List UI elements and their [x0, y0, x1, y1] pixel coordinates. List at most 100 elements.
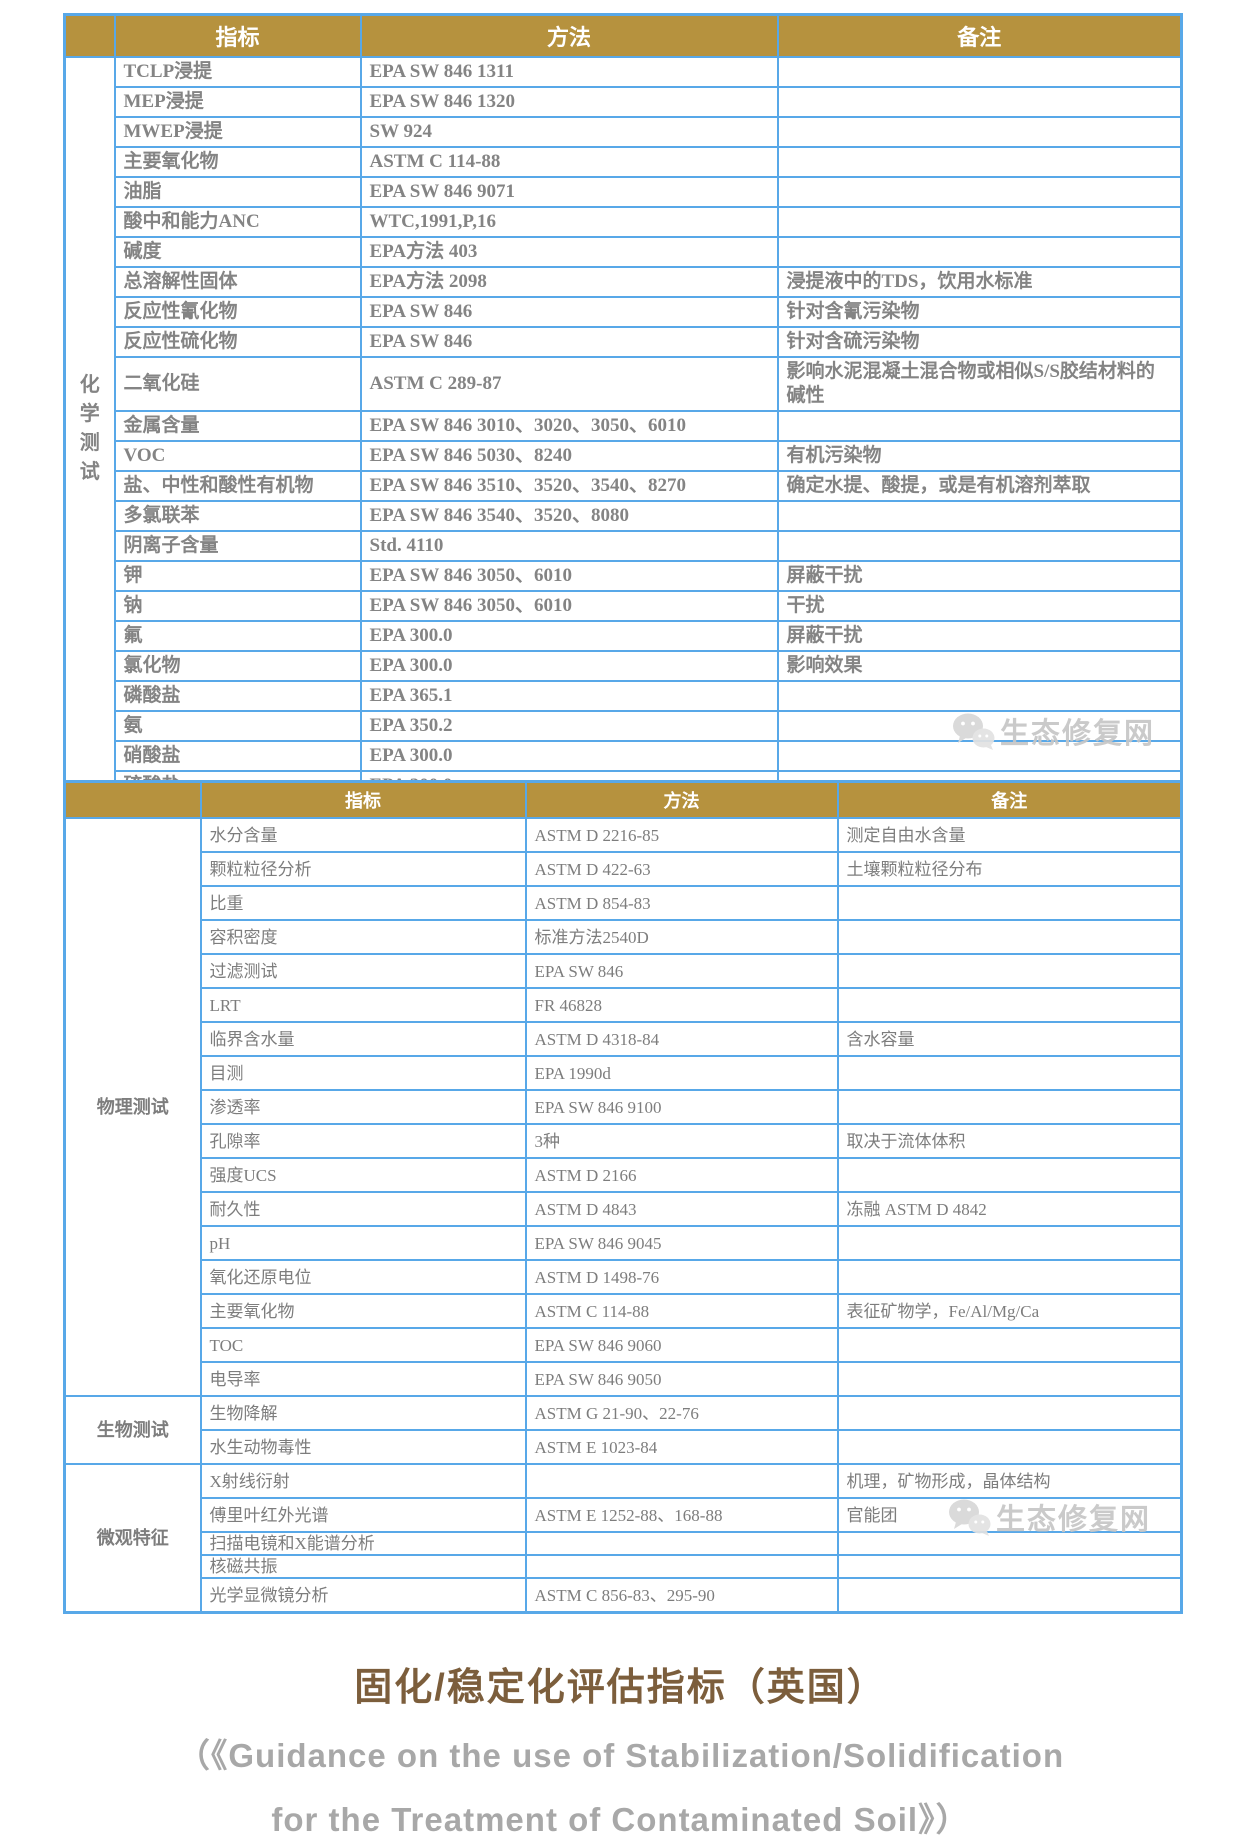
table-row: TOC EPA SW 846 9060	[65, 1327, 1183, 1363]
chemical-tests-table: 指标 方法 备注化 学 测 试 TCLP浸提 EPA SW 846 1311 MEP浸提 E…	[63, 13, 1183, 803]
table-row: 化 学 测 试 TCLP浸提 EPA SW 846 1311	[63, 56, 1183, 803]
table-row: 反应性氰化物 EPA SW 846 针对含氰污染物	[65, 296, 1183, 328]
indicator-cell: 生物降解	[199, 1395, 527, 1431]
indicator-cell: X射线衍射	[199, 1463, 527, 1499]
indicator-cell: 油脂	[113, 176, 362, 208]
table-row: 酸中和能力ANC WTC,1991,P,16	[65, 206, 1183, 238]
table-row: 金属含量 EPA SW 846 3010、3020、3050、6010	[65, 410, 1183, 442]
watermark-text: 生态修复网	[1000, 718, 1156, 750]
method-cell: EPA SW 846 9050	[524, 1361, 839, 1397]
indicator-cell: 金属含量	[113, 410, 362, 442]
table-row: 硝酸盐 EPA 300.0	[65, 740, 1183, 772]
table-row: 电导率 EPA SW 846 9050	[65, 1361, 1183, 1397]
note-cell: 有机污染物	[776, 440, 1183, 472]
note-cell: 含水容量	[836, 1021, 1183, 1057]
table-row: pH EPA SW 846 9045	[65, 1225, 1183, 1261]
indicator-cell: 碱度	[113, 236, 362, 268]
method-cell: 标准方法2540D	[524, 919, 839, 955]
table-row: 容积密度 标准方法2540D	[65, 919, 1183, 955]
note-cell	[776, 236, 1183, 268]
wechat-bubbles-icon	[949, 1499, 991, 1536]
indicator-cell: MWEP浸提	[113, 116, 362, 148]
method-cell: SW 924	[359, 116, 779, 148]
method-cell: EPA SW 846 3540、3520、8080	[359, 500, 779, 532]
note-cell	[776, 56, 1183, 88]
method-cell: EPA 300.0	[359, 620, 779, 652]
column-header: 备注	[836, 780, 1183, 819]
corner-header	[63, 780, 202, 819]
note-cell: 屏蔽干扰	[776, 560, 1183, 592]
indicator-cell: 二氧化硅	[113, 356, 362, 412]
note-cell: 浸提液中的TDS，饮用水标准	[776, 266, 1183, 298]
indicator-cell: LRT	[199, 987, 527, 1023]
table-row: 微观特征 X射线衍射 机理，矿物形成，晶体结构	[63, 1463, 1183, 1614]
table-row: 生物测试 生物降解 ASTM G 21-90、22-76	[63, 1395, 1183, 1465]
method-cell: EPA 300.0	[359, 650, 779, 682]
method-cell: EPA SW 846 9071	[359, 176, 779, 208]
category-label: 微观特征	[63, 1463, 202, 1614]
table-row: 反应性硫化物 EPA SW 846 针对含硫污染物	[65, 326, 1183, 358]
note-cell: 冻融 ASTM D 4842	[836, 1191, 1183, 1227]
method-cell	[524, 1554, 839, 1579]
table-row: 物理测试 水分含量 ASTM D 2216-85 测定自由水含量	[63, 817, 1183, 1397]
indicator-cell: 钠	[113, 590, 362, 622]
method-cell: EPA SW 846	[359, 296, 779, 328]
method-cell: EPA SW 846 3050、6010	[359, 560, 779, 592]
indicator-cell: 阴离子含量	[113, 530, 362, 562]
method-cell: ASTM E 1252-88、168-88	[524, 1497, 839, 1533]
method-cell: ASTM C 114-88	[359, 146, 779, 178]
indicator-cell: 核磁共振	[199, 1554, 527, 1579]
watermark-text: 生态修复网	[996, 1504, 1152, 1536]
indicator-cell: 反应性氰化物	[113, 296, 362, 328]
note-cell: 取决于流体体积	[836, 1123, 1183, 1159]
note-cell	[836, 1395, 1183, 1431]
indicator-cell: 氟	[113, 620, 362, 652]
method-cell: ASTM D 1498-76	[524, 1259, 839, 1295]
note-cell	[836, 885, 1183, 921]
physical-bio-micro-tests-table: 指标 方法 备注 物理测试 水分含量 ASTM D 2216-85 测定自由水含量 颗粒粒径分…	[63, 780, 1183, 1614]
column-header: 方法	[524, 780, 839, 819]
indicator-cell: 酸中和能力ANC	[113, 206, 362, 238]
table-row: 强度UCS ASTM D 2166	[65, 1157, 1183, 1193]
method-cell: WTC,1991,P,16	[359, 206, 779, 238]
header-row: 指标 方法 备注	[63, 13, 1183, 58]
indicator-cell: 磷酸盐	[113, 680, 362, 712]
watermark: 生态修复网	[950, 710, 1155, 752]
note-cell: 确定水提、酸提，或是有机溶剂萃取	[776, 470, 1183, 502]
method-cell: EPA 350.2	[359, 710, 779, 742]
note-cell	[836, 953, 1183, 989]
table-row: 主要氧化物 ASTM C 114-88	[65, 146, 1183, 178]
indicator-cell: 颗粒粒径分析	[199, 851, 527, 887]
method-cell: ASTM D 4318-84	[524, 1021, 839, 1057]
category-label: 物理测试	[63, 817, 202, 1397]
table-row: MWEP浸提 SW 924	[65, 116, 1183, 148]
note-cell	[776, 500, 1183, 532]
table-row: 钠 EPA SW 846 3050、6010 干扰	[65, 590, 1183, 622]
method-cell: EPA方法 403	[359, 236, 779, 268]
table-row: 钾 EPA SW 846 3050、6010 屏蔽干扰	[65, 560, 1183, 592]
method-cell: EPA SW 846 1311	[359, 56, 779, 88]
table-row: LRT FR 46828	[65, 987, 1183, 1023]
corner-header	[63, 13, 116, 58]
indicator-cell: 孔隙率	[199, 1123, 527, 1159]
note-cell	[776, 410, 1183, 442]
page-subtitle-line2: for the Treatment of Contaminated Soil》）	[271, 1801, 970, 1838]
method-cell: EPA方法 2098	[359, 266, 779, 298]
method-cell: EPA SW 846 3010、3020、3050、6010	[359, 410, 779, 442]
indicator-cell: VOC	[113, 440, 362, 472]
indicator-cell: 反应性硫化物	[113, 326, 362, 358]
note-cell	[836, 1327, 1183, 1363]
note-cell	[776, 116, 1183, 148]
method-cell: EPA SW 846 9060	[524, 1327, 839, 1363]
method-cell: ASTM D 2166	[524, 1157, 839, 1193]
note-cell: 影响水泥混凝土混合物或相似S/S胶结材料的碱性	[776, 356, 1183, 412]
table-row: 主要氧化物 ASTM C 114-88 表征矿物学，Fe/Al/Mg/Ca	[65, 1293, 1183, 1329]
method-cell: ASTM C 114-88	[524, 1293, 839, 1329]
method-cell: EPA SW 846 5030、8240	[359, 440, 779, 472]
indicator-cell: 目测	[199, 1055, 527, 1091]
method-cell: FR 46828	[524, 987, 839, 1023]
indicator-cell: 盐、中性和酸性有机物	[113, 470, 362, 502]
method-cell: Std. 4110	[359, 530, 779, 562]
note-cell: 测定自由水含量	[836, 817, 1183, 853]
indicator-cell: 电导率	[199, 1361, 527, 1397]
